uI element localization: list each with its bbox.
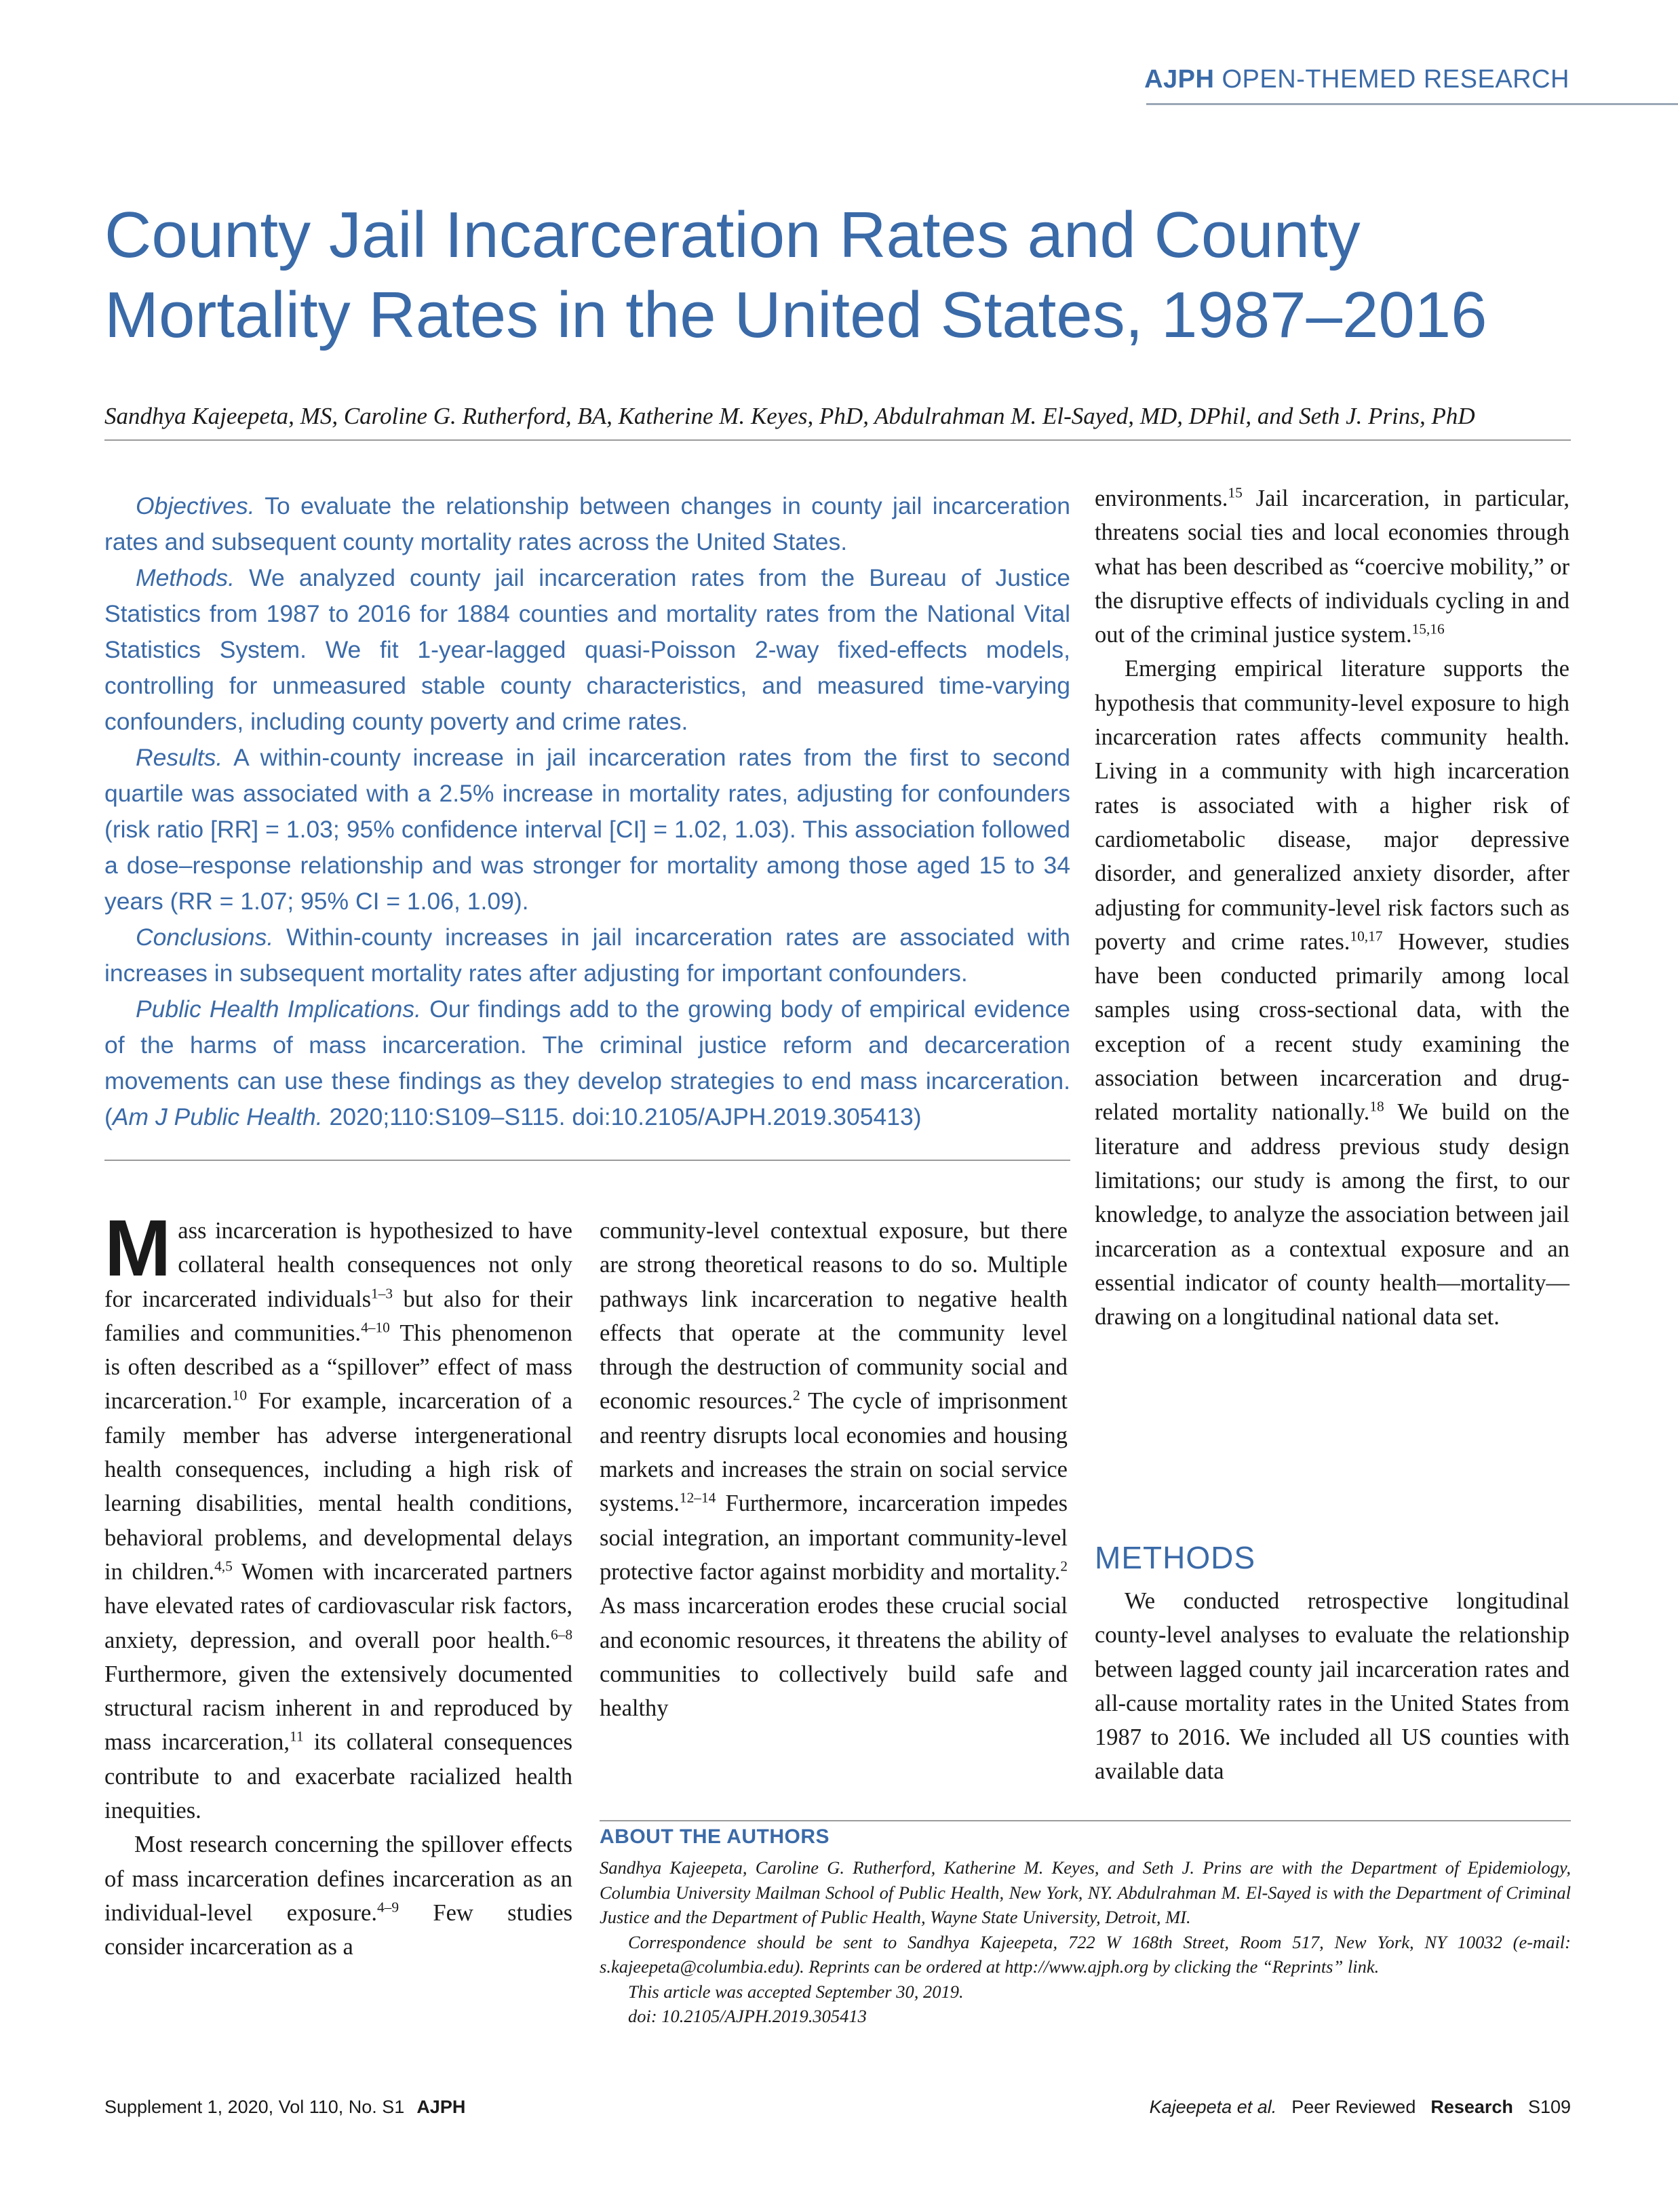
body-text: We build on the literature and address p…: [1095, 1099, 1569, 1330]
body-text: environments.: [1095, 486, 1228, 511]
methods-heading: METHODS: [1095, 1540, 1255, 1575]
about-authors-heading: ABOUT THE AUTHORS: [600, 1825, 830, 1848]
abstract-implications: Public Health Implications. Our findings…: [104, 991, 1070, 1135]
body-text: but also for their families and communit…: [104, 1286, 572, 1346]
correspondence: Correspondence should be sent to Sandhya…: [600, 1931, 1571, 1977]
footer-page-info: Kajeepeta et al. Peer Reviewed Research S10…: [1150, 2097, 1571, 2118]
reference-superscript: 2: [1060, 1558, 1068, 1575]
abstract-conclusions-label: Conclusions.: [136, 924, 274, 951]
accepted-date: This article was accepted September 30, …: [628, 1981, 964, 2002]
footer-page-number: S109: [1527, 2097, 1571, 2117]
body-text: Furthermore, incarceration impedes socia…: [600, 1490, 1068, 1585]
reference-superscript: 11: [289, 1728, 304, 1745]
body-column-3: environments.15 Jail incarceration, in p…: [1095, 481, 1569, 1334]
abstract-results: Results. A within-county increase in jai…: [104, 740, 1070, 920]
body-paragraph: Emerging empirical literature supports t…: [1095, 652, 1569, 1334]
abstract-methods-text: We analyzed county jail incarceration ra…: [104, 564, 1070, 735]
doi: doi: 10.2105/AJPH.2019.305413: [628, 2006, 867, 2026]
abstract-divider: [104, 1160, 1070, 1161]
citation-details: 2020;110:S109–S115. doi:10.2105/AJPH.201…: [322, 1103, 922, 1130]
abstract-objectives: Objectives. To evaluate the relationship…: [104, 488, 1070, 560]
abstract-methods-label: Methods.: [136, 564, 235, 591]
abstract-implications-text: Our findings add to the growing body of …: [104, 995, 1071, 1094]
abstract-conclusions: Conclusions. Within-county increases in …: [104, 920, 1070, 991]
footer-issue-text: Supplement 1, 2020, Vol 110, No. S1: [104, 2097, 405, 2117]
footer-journal: AJPH: [416, 2097, 466, 2117]
citation-journal: Am J Public Health.: [112, 1103, 323, 1130]
about-divider: [600, 1820, 1571, 1821]
body-paragraph: community-level contextual exposure, but…: [600, 1214, 1068, 1725]
footer-section: Research: [1430, 2097, 1513, 2117]
abstract: Objectives. To evaluate the relationship…: [104, 488, 1070, 1135]
header-divider: [1146, 103, 1678, 105]
author-affiliations: Sandhya Kajeepeta, Caroline G. Rutherfor…: [600, 1857, 1571, 1927]
body-text: However, studies have been conducted pri…: [1095, 928, 1569, 1126]
footer-issue: Supplement 1, 2020, Vol 110, No. S1 AJPH: [104, 2097, 465, 2118]
body-text: Women with incarcerated partners have el…: [104, 1558, 572, 1653]
body-text: Most research concerning the spillover e…: [104, 1832, 572, 1926]
body-text: Furthermore, given the extensively docum…: [104, 1661, 572, 1756]
reference-superscript: 10,17: [1350, 928, 1383, 945]
abstract-objectives-label: Objectives.: [136, 492, 255, 519]
citation-open: (: [104, 1103, 113, 1130]
body-text: This phenomenon is often described as a …: [104, 1320, 572, 1415]
body-text: Emerging empirical literature supports t…: [1095, 656, 1569, 955]
body-text: Jail incarceration, in particular, threa…: [1095, 486, 1569, 648]
article-title: County Jail Incarceration Rates and Coun…: [104, 195, 1597, 355]
reference-superscript: 4,5: [214, 1558, 233, 1575]
reference-superscript: 1–3: [371, 1285, 393, 1302]
journal-brand: AJPH: [1144, 65, 1215, 94]
body-text: The cycle of imprisonment and reentry di…: [600, 1388, 1068, 1517]
section-label: AJPH OPEN-THEMED RESEARCH: [1144, 65, 1569, 94]
drop-cap: M: [104, 1204, 172, 1293]
abstract-conclusions-text: Within-county increases in jail incarcer…: [104, 924, 1070, 987]
section-name: OPEN-THEMED RESEARCH: [1222, 65, 1569, 94]
reference-superscript: 12–14: [679, 1489, 716, 1506]
reference-superscript: 4–9: [376, 1899, 399, 1916]
abstract-methods: Methods. We analyzed county jail incarce…: [104, 560, 1070, 740]
reference-superscript: 15,16: [1411, 620, 1445, 637]
body-paragraph: environments.15 Jail incarceration, in p…: [1095, 481, 1569, 652]
footer-review: Peer Reviewed: [1291, 2097, 1416, 2117]
body-text: As mass incarceration erodes these cruci…: [600, 1593, 1068, 1722]
reference-superscript: 2: [793, 1387, 800, 1404]
article-title-line-1: County Jail Incarceration Rates and Coun…: [104, 199, 1361, 271]
reference-superscript: 6–8: [550, 1626, 572, 1643]
reference-superscript: 10: [232, 1387, 248, 1404]
body-paragraph: We conducted retrospective longitudinal …: [1095, 1588, 1569, 1785]
footer-authors: Kajeepeta et al.: [1149, 2097, 1277, 2117]
abstract-objectives-text: To evaluate the relationship between cha…: [104, 492, 1070, 555]
abstract-results-text: A within-county increase in jail incarce…: [104, 744, 1070, 915]
body-text: its collateral consequences contribute t…: [104, 1729, 573, 1824]
article-title-line-2: Mortality Rates in the United States, 19…: [104, 279, 1487, 351]
body-column-2: community-level contextual exposure, but…: [600, 1214, 1068, 1725]
body-text: community-level contextual exposure, but…: [600, 1218, 1068, 1415]
about-authors: Sandhya Kajeepeta, Caroline G. Rutherfor…: [600, 1855, 1571, 2029]
reference-superscript: 4–10: [361, 1319, 390, 1336]
body-text: ass incarceration is hypothesized to hav…: [104, 1218, 572, 1312]
body-paragraph: Most research concerning the spillover e…: [104, 1828, 572, 1964]
body-text: Few studies consider incarceration as a: [104, 1899, 572, 1960]
reference-superscript: 18: [1369, 1098, 1384, 1115]
author-divider: [104, 439, 1571, 441]
abstract-implications-label: Public Health Implications.: [136, 995, 422, 1023]
author-list: Sandhya Kajeepeta, MS, Caroline G. Ruthe…: [104, 403, 1475, 429]
body-text: For example, incarceration of a family m…: [104, 1388, 572, 1585]
reference-superscript: 15: [1228, 484, 1243, 501]
methods-section: We conducted retrospective longitudinal …: [1095, 1584, 1569, 1789]
abstract-results-label: Results.: [136, 744, 223, 771]
